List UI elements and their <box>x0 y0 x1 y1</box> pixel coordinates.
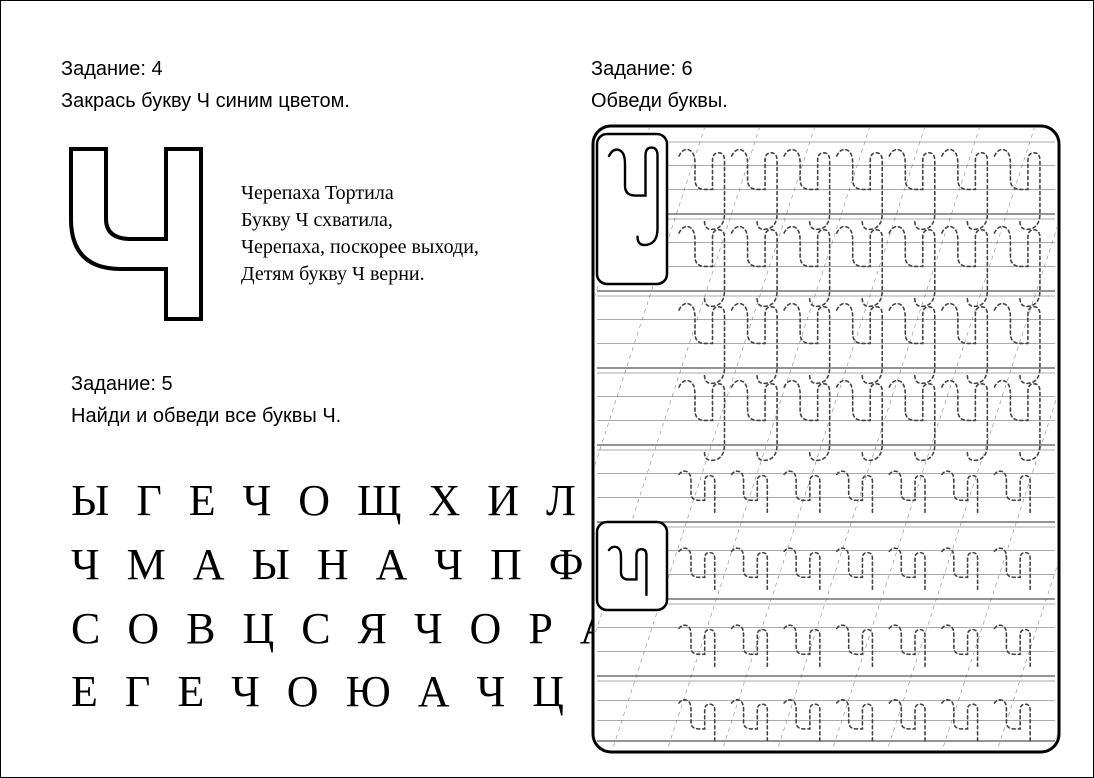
letter-row: Ч М А Ы Н А Ч П Ф В П <box>71 533 571 597</box>
trace-svg <box>591 124 1061 754</box>
letter-row: Е Г Е Ч О Ю А Ч Ц Й Л <box>71 660 571 724</box>
poem-line: Черепаха Тортила <box>241 180 479 207</box>
task6-heading-text: Обведи буквы. <box>591 88 1061 114</box>
handwriting-trace-sheet <box>591 124 1061 759</box>
task4-heading-number: Задание: 4 <box>61 56 561 82</box>
task5-heading-text: Найди и обведи все буквы Ч. <box>71 403 571 429</box>
big-letter-outline <box>61 144 211 324</box>
poem-line: Черепаха, поскорее выходи, <box>241 234 479 261</box>
task4-heading-text: Закрась букву Ч синим цветом. <box>61 88 561 114</box>
task4-content: Черепаха Тортила Букву Ч схватила, Череп… <box>61 144 561 324</box>
task5-block: Задание: 5 Найди и обведи все буквы Ч. Ы… <box>71 371 571 724</box>
left-column: Задание: 4 Закрась букву Ч синим цветом.… <box>61 56 561 354</box>
letter-search-grid: Ы Г Е Ч О Щ Х И Л У Х Ч М А Ы Н А Ч П Ф … <box>71 469 571 724</box>
worksheet-page: Задание: 4 Закрась букву Ч синим цветом.… <box>1 1 1093 777</box>
letter-row: С О В Ц С Я Ч О Р А Ю <box>71 597 571 661</box>
task4-block: Задание: 4 Закрась букву Ч синим цветом.… <box>61 56 561 324</box>
poem-line: Букву Ч схватила, <box>241 207 479 234</box>
task6-heading-number: Задание: 6 <box>591 56 1061 82</box>
task5-heading-number: Задание: 5 <box>71 371 571 397</box>
poem: Черепаха Тортила Букву Ч схватила, Череп… <box>241 180 479 288</box>
poem-line: Детям букву Ч верни. <box>241 261 479 288</box>
right-column: Задание: 6 Обведи буквы. <box>591 56 1061 759</box>
letter-row: Ы Г Е Ч О Щ Х И Л У Х <box>71 469 571 533</box>
